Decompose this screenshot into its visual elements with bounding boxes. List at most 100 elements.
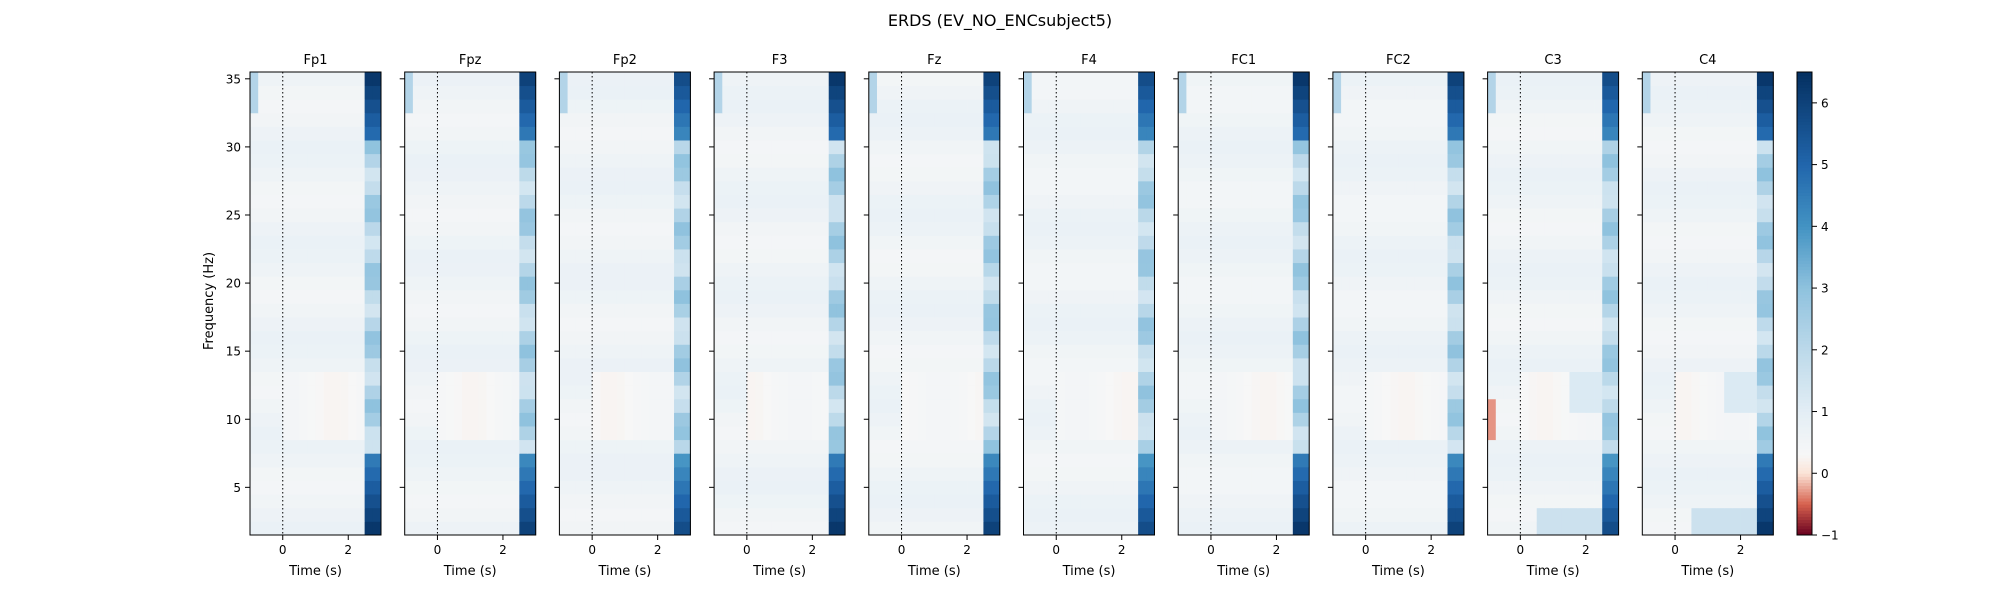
heatmap-cell [1138,439,1147,454]
heatmap-cell [404,262,414,277]
heatmap-cell [1251,317,1261,332]
heatmap-cell [315,357,325,372]
heatmap-cell [567,317,577,332]
heatmap-cell [323,276,333,291]
heatmap-cell [519,317,528,332]
heatmap-cell [1365,494,1375,509]
heatmap-cell [730,85,740,100]
heatmap-cell [779,221,789,236]
heatmap-cell [1227,262,1236,277]
heatmap-cell [868,276,878,291]
heatmap-cell [1301,303,1310,318]
heatmap-cell [1577,140,1587,155]
heatmap-cell [527,235,537,250]
heatmap-cell [682,112,691,127]
heatmap-cell [1129,180,1139,195]
heatmap-cell [1186,303,1195,318]
heatmap-cell [950,507,960,522]
heatmap-cell [1390,357,1399,372]
heatmap-cell [299,85,308,100]
heatmap-cell [1406,208,1416,223]
heatmap-cell [1072,494,1082,509]
heatmap-cell [755,357,764,372]
heatmap-cell [1260,385,1269,400]
heatmap-cell [1373,249,1383,264]
heatmap-cell [738,180,748,195]
heatmap-cell [1447,344,1457,359]
heatmap-cell [1072,371,1082,386]
heatmap-cell [1602,208,1611,223]
heatmap-cell [1585,153,1595,168]
heatmap-cell [1268,289,1277,304]
heatmap-cell [511,208,520,223]
heatmap-cell [1202,208,1212,223]
heatmap-cell [519,439,528,454]
heatmap-cell [674,371,683,386]
heatmap-cell [942,221,952,236]
heatmap-cell [1365,85,1375,100]
heatmap-cell [1129,317,1139,332]
heatmap-cell [502,412,512,427]
heatmap-cell [674,126,683,141]
heatmap-cell [331,357,341,372]
heatmap-cell [1210,303,1220,318]
heatmap-cell [1487,194,1497,209]
heatmap-cell [991,480,1001,495]
heatmap-cell [1235,72,1245,87]
heatmap-cell [437,426,447,441]
heatmap-cell [1561,371,1570,386]
heatmap-cell [917,398,927,413]
heatmap-cell [616,126,626,141]
heatmap-cell [1121,153,1131,168]
heatmap-cell [950,153,960,168]
heatmap-cell [804,208,813,223]
heatmap-cell [1422,303,1432,318]
heatmap-cell [372,466,382,481]
heatmap-cell [1357,249,1367,264]
heatmap-cell [926,262,935,277]
heatmap-cell [1365,72,1375,87]
heatmap-cell [885,194,894,209]
heatmap-cell [1398,72,1407,87]
heatmap-cell [290,289,300,304]
heatmap-cell [421,99,430,114]
heatmap-cell [649,167,659,182]
heatmap-cell [429,140,438,155]
heatmap-cell [787,453,797,468]
heatmap-cell [1553,494,1562,509]
heatmap-cell [1487,412,1497,427]
heatmap-cell [828,439,838,454]
heatmap-cell [876,249,886,264]
heatmap-cell [682,72,691,87]
heatmap-cell [763,317,772,332]
heatmap-cell [1023,276,1033,291]
heatmap-cell [372,262,382,277]
heatmap-cell [1292,99,1302,114]
heatmap-cell [1390,235,1399,250]
heatmap-cell [1577,412,1587,427]
heatmap-cell [795,112,805,127]
heatmap-cell [682,276,691,291]
heatmap-cell [429,99,438,114]
heatmap-cell [893,412,902,427]
heatmap-cell [340,507,349,522]
heatmap-cell [1284,521,1294,536]
heatmap-cell [250,453,259,468]
heatmap-cell [1023,153,1033,168]
heatmap-cell [445,371,455,386]
heatmap-cell [967,480,976,495]
heatmap-cell [901,412,911,427]
heatmap-cell [1194,317,1204,332]
heatmap-cell [1349,371,1358,386]
heatmap-cell [885,99,894,114]
heatmap-cell [641,85,650,100]
heatmap-cell [812,249,821,264]
heatmap-cell [282,480,292,495]
heatmap-cell [1341,99,1350,114]
heatmap-cell [1544,398,1554,413]
heatmap-cell [608,85,618,100]
heatmap-cell [1064,317,1074,332]
heatmap-cell [983,439,993,454]
heatmap-cell [583,194,593,209]
heatmap-cell [1031,521,1041,536]
